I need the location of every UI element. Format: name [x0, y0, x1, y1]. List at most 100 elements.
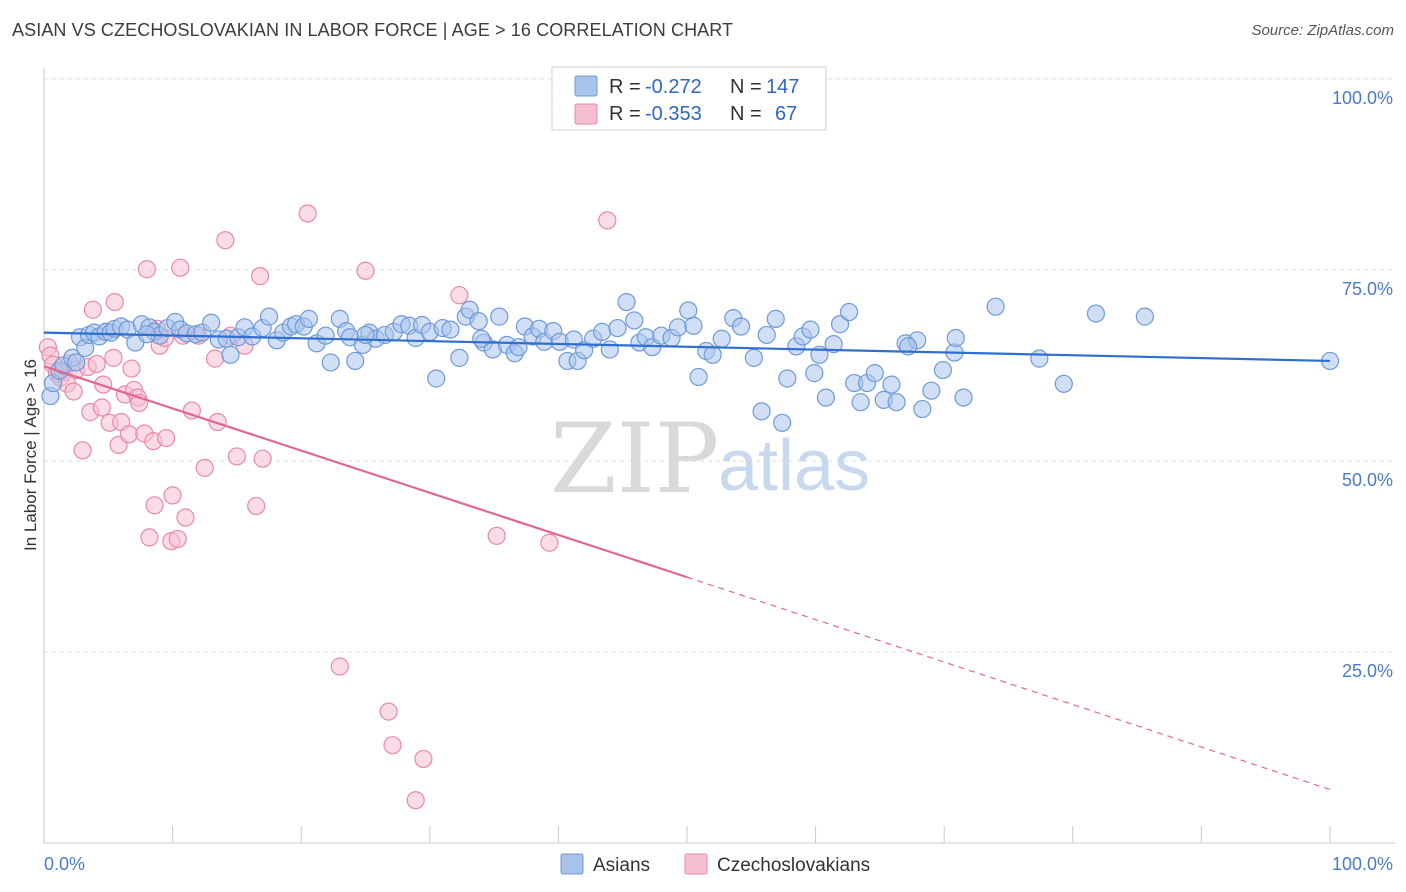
czech-point	[379, 702, 398, 721]
czech-trend-line	[43, 365, 688, 579]
czech-point	[104, 348, 123, 367]
czech-point	[64, 382, 83, 401]
czech-point	[450, 286, 469, 305]
asian-point	[986, 297, 1005, 316]
czech-point	[87, 354, 106, 374]
asian-point	[346, 351, 365, 371]
czech-point	[83, 300, 102, 319]
czech-points	[38, 204, 617, 810]
legend-n-label-1: N =	[730, 76, 762, 98]
y-tick-label: 50.0%	[1342, 470, 1393, 490]
asian-point	[752, 402, 771, 421]
asian-point	[679, 301, 698, 320]
czech-point	[540, 533, 559, 552]
czech-point	[145, 496, 164, 515]
asian-point	[299, 309, 319, 328]
czech-point	[356, 261, 375, 280]
asian-point	[316, 326, 335, 345]
czech-point	[176, 508, 195, 527]
asian-point	[773, 413, 792, 432]
czech-point	[119, 425, 138, 444]
asian-point	[839, 302, 859, 322]
asian-point	[766, 309, 785, 328]
legend-r-label-2: R =	[609, 103, 641, 125]
legend-r-value-1: -0.272	[645, 76, 702, 98]
watermark-zip: ZIP	[550, 403, 719, 515]
watermark-atlas: atlas	[718, 426, 870, 506]
asian-point	[509, 338, 528, 357]
asian-point	[703, 345, 722, 364]
czech-point	[330, 657, 349, 676]
trend-lines	[43, 331, 1331, 791]
asian-point	[757, 325, 776, 345]
asian-point	[882, 375, 901, 394]
bottom-legend-swatch-czech	[684, 853, 708, 875]
x-tick-label: 100.0%	[1332, 854, 1393, 874]
czech-point	[250, 267, 270, 286]
asian-point	[221, 345, 240, 364]
asian-point	[600, 340, 619, 359]
asian-point	[617, 292, 636, 312]
asian-point	[1054, 374, 1073, 393]
y-tick-label: 25.0%	[1342, 661, 1393, 681]
czech-point	[598, 211, 617, 230]
legend-n-value-2: 67	[775, 103, 797, 125]
czech-point	[247, 496, 266, 516]
y-tick-label: 75.0%	[1342, 279, 1393, 299]
asian-point	[427, 369, 446, 388]
axes	[43, 68, 1395, 844]
asian-point	[731, 317, 751, 336]
czech-point	[163, 486, 182, 505]
asian-point	[472, 329, 491, 348]
asian-point	[469, 312, 488, 331]
bottom-legend: Asians Czechoslovakians	[560, 853, 870, 876]
czech-point	[406, 791, 425, 810]
czech-point	[253, 449, 272, 468]
tick-labels: 100.0% 75.0% 50.0% 25.0% 0.0% 100.0%	[44, 88, 1393, 874]
legend-swatch-czech	[574, 103, 598, 125]
asian-point	[824, 335, 843, 354]
czech-point	[205, 349, 225, 368]
asian-point	[593, 322, 612, 341]
y-axis-label: In Labor Force | Age > 16	[21, 359, 40, 551]
grid-lines	[44, 78, 1395, 653]
asian-point	[887, 393, 906, 412]
asian-point	[851, 393, 870, 412]
czech-point	[182, 401, 201, 420]
czech-point	[137, 260, 156, 279]
czech-point	[227, 447, 246, 466]
chart-source: Source: ZipAtlas.com	[1251, 22, 1394, 39]
bottom-legend-swatch-asian	[560, 853, 584, 875]
asian-point	[441, 320, 460, 339]
czech-point	[383, 736, 402, 755]
asian-point	[625, 311, 644, 330]
czech-point	[92, 398, 111, 417]
czech-point	[168, 529, 187, 549]
asian-point	[67, 353, 86, 372]
czech-point	[157, 428, 176, 448]
asian-point	[865, 364, 884, 383]
asian-point	[608, 318, 627, 338]
asian-points	[41, 292, 1340, 432]
czech-point	[216, 231, 235, 250]
asian-point	[259, 307, 279, 326]
asian-point	[1086, 304, 1106, 323]
czech-trend-extension	[686, 576, 1331, 791]
czech-point	[195, 458, 214, 477]
x-tick-label: 0.0%	[44, 854, 85, 874]
legend-box: R = -0.272 N = 147 R = -0.353 N = 67	[551, 66, 827, 131]
y-tick-label: 100.0%	[1332, 88, 1393, 108]
asian-point	[450, 348, 469, 367]
asian-point	[1135, 307, 1154, 326]
legend-n-value-1: 147	[766, 76, 799, 98]
asian-point	[954, 388, 973, 407]
czech-point	[171, 258, 190, 277]
bottom-legend-asians: Asians	[593, 855, 650, 876]
legend-swatch-asian	[574, 75, 598, 97]
asian-point	[668, 318, 688, 337]
legend-n-label-2: N =	[730, 103, 762, 125]
asian-point	[933, 360, 953, 380]
asian-point	[1030, 349, 1049, 368]
czech-point	[140, 528, 159, 547]
